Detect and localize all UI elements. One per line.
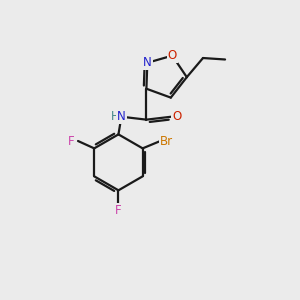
Text: N: N (143, 56, 152, 69)
Text: H: H (110, 110, 119, 123)
Text: O: O (168, 49, 177, 62)
Text: N: N (117, 110, 126, 123)
Text: F: F (68, 134, 75, 148)
Text: O: O (172, 110, 182, 123)
Text: Br: Br (160, 134, 173, 148)
Text: F: F (115, 204, 122, 218)
